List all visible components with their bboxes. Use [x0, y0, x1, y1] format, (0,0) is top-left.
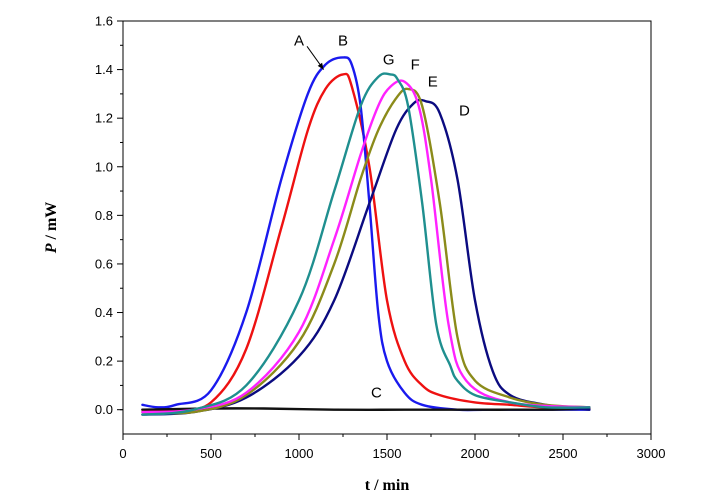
y-axis-title: P / mW — [43, 202, 60, 255]
y-tick-label: 1.2 — [95, 111, 113, 126]
x-tick-label: 1000 — [285, 446, 314, 461]
x-tick-label: 500 — [200, 446, 222, 461]
plot-frame — [122, 20, 652, 435]
y-axis-title-unit: / mW — [43, 202, 60, 244]
axis-ticks: 0 500 1000 1500 2000 2500 3000 0.0 0.2 0.4 0.6 0.8 1… — [95, 14, 666, 462]
curve-label-b: B — [338, 32, 348, 49]
series-line-b — [141, 56, 591, 412]
y-tick-label: 0.6 — [95, 256, 113, 271]
y-tick-label: 1.4 — [95, 62, 113, 77]
curve-label-f: F — [411, 57, 420, 74]
y-tick-label: 0.0 — [95, 402, 113, 417]
y-tick-label: 0.4 — [95, 305, 113, 320]
series-line-g — [141, 72, 591, 416]
curves — [141, 56, 591, 416]
y-axis-title-symbol: P — [43, 243, 60, 254]
x-tick-label: 2500 — [549, 446, 578, 461]
y-tick-label: 1.6 — [95, 14, 113, 29]
curve-label-d: D — [459, 103, 470, 120]
y-tick-label: 0.8 — [95, 208, 113, 223]
x-tick-label: 1500 — [373, 446, 402, 461]
x-tick-label: 3000 — [637, 446, 666, 461]
x-tick-label: 0 — [119, 446, 126, 461]
curve-label-g: G — [383, 52, 395, 69]
curve-label-a: A — [294, 32, 304, 49]
annotation-arrowhead — [317, 62, 324, 70]
series-line-f — [141, 79, 591, 414]
curve-labels: A B G FE D C — [294, 32, 470, 401]
curve-label-e: E — [428, 74, 438, 91]
x-tick-label: 2000 — [461, 446, 490, 461]
series-line-a — [141, 72, 591, 412]
y-tick-label: 0.2 — [95, 354, 113, 369]
x-axis-title: t / min — [365, 477, 410, 494]
curve-label-c: C — [371, 385, 382, 402]
y-tick-label: 1.0 — [95, 159, 113, 174]
